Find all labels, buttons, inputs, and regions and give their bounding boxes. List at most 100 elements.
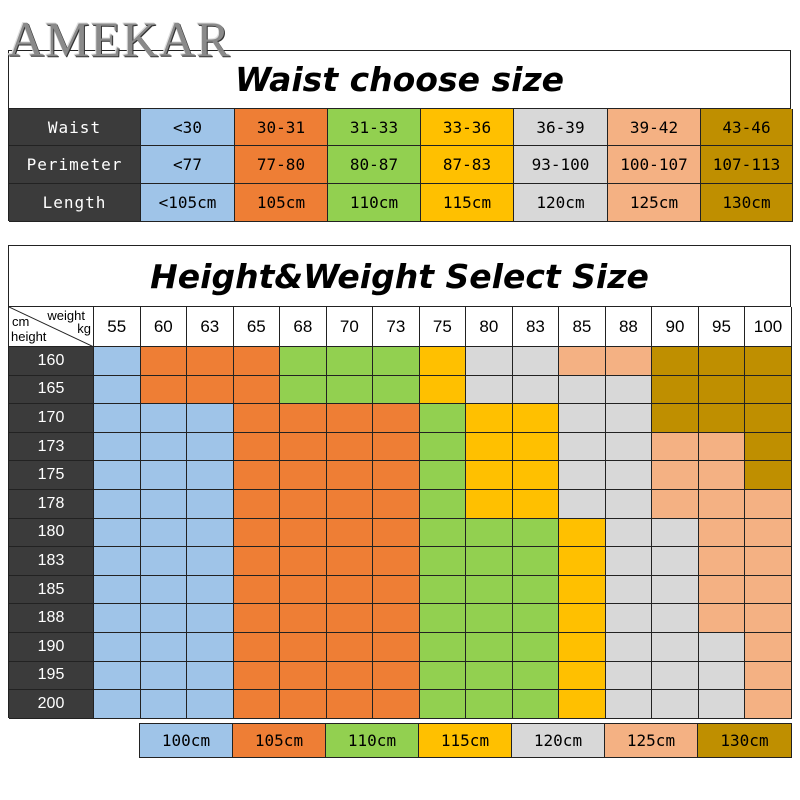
waist-table-cell: 36-39 (514, 109, 608, 146)
size-color-cell (698, 575, 746, 605)
size-color-cell (140, 547, 188, 576)
size-color-cell (233, 461, 281, 490)
size-color-cell (605, 461, 653, 490)
size-color-cell (326, 547, 374, 576)
size-color-cell (652, 432, 699, 462)
weight-header-cell: 65 (233, 307, 281, 347)
size-color-cell (140, 690, 188, 719)
corner-diagonal (9, 307, 93, 346)
size-color-cell (373, 489, 420, 519)
size-color-cell (373, 661, 420, 691)
size-color-cell (233, 575, 281, 605)
size-color-cell (280, 461, 327, 490)
size-color-cell (745, 375, 792, 405)
size-color-cell (419, 375, 467, 405)
size-color-cell (605, 404, 653, 433)
size-color-cell (233, 661, 281, 691)
size-color-cell (326, 347, 374, 376)
height-row-label: 165 (9, 375, 94, 405)
size-color-cell (233, 518, 281, 548)
weight-header-cell: 85 (559, 307, 606, 347)
size-color-cell (280, 518, 327, 548)
size-color-cell (698, 347, 746, 376)
size-color-cell (94, 404, 141, 433)
corner-header-cell: weight kg cm height (9, 307, 94, 347)
size-color-cell (187, 461, 234, 490)
weight-header-cell: 55 (94, 307, 141, 347)
size-color-cell (512, 432, 560, 462)
size-color-cell (419, 661, 467, 691)
waist-table-cell: 93-100 (514, 146, 608, 184)
size-color-cell (140, 375, 188, 405)
size-color-cell (419, 461, 467, 490)
size-color-cell (140, 518, 188, 548)
weight-header-cell: 88 (605, 307, 653, 347)
weight-header-cell: 73 (373, 307, 420, 347)
waist-table-cell: 100-107 (608, 146, 701, 184)
size-color-cell (512, 518, 560, 548)
size-color-cell (373, 547, 420, 576)
height-row-label: 195 (9, 661, 94, 691)
size-color-cell (280, 404, 327, 433)
size-color-cell (280, 690, 327, 719)
size-color-cell (559, 461, 606, 490)
size-color-cell (698, 404, 746, 433)
waist-table-cell: 125cm (608, 184, 701, 222)
size-color-cell (745, 632, 792, 662)
size-color-cell (187, 547, 234, 576)
waist-row-label: Length (9, 184, 141, 222)
size-color-cell (605, 347, 653, 376)
size-color-cell (559, 547, 606, 576)
size-color-cell (326, 632, 374, 662)
height-row-label: 173 (9, 432, 94, 462)
weight-header-cell: 63 (187, 307, 234, 347)
size-color-cell (745, 461, 792, 490)
waist-table-cell: 30-31 (235, 109, 328, 146)
size-color-cell (419, 690, 467, 719)
size-color-cell (94, 690, 141, 719)
length-legend: 100cm 105cm 110cm 115cm 120cm 125cm 130cm (139, 723, 792, 758)
size-color-cell (745, 547, 792, 576)
size-color-cell (698, 432, 746, 462)
size-color-cell (698, 375, 746, 405)
size-color-cell (698, 661, 746, 691)
size-color-cell (745, 661, 792, 691)
size-color-cell (512, 632, 560, 662)
legend-item: 110cm (326, 724, 419, 757)
waist-table-cell: 43-46 (701, 109, 793, 146)
waist-table-cell: 105cm (235, 184, 328, 222)
weight-header-cell: 75 (419, 307, 467, 347)
weight-header-cell: 68 (280, 307, 327, 347)
size-color-cell (698, 518, 746, 548)
height-row-label: 185 (9, 575, 94, 605)
weight-header-cell: 60 (140, 307, 188, 347)
size-color-cell (745, 518, 792, 548)
height-row-label: 175 (9, 461, 94, 490)
size-color-cell (512, 604, 560, 633)
height-row-label: 200 (9, 690, 94, 719)
size-color-cell (233, 404, 281, 433)
size-color-cell (652, 404, 699, 433)
height-row-label: 180 (9, 518, 94, 548)
size-color-cell (187, 632, 234, 662)
legend-item: 100cm (140, 724, 233, 757)
size-color-cell (326, 489, 374, 519)
size-color-cell (605, 518, 653, 548)
size-color-cell (466, 547, 513, 576)
size-color-cell (187, 375, 234, 405)
legend-item: 125cm (605, 724, 698, 757)
size-color-cell (233, 489, 281, 519)
size-color-cell (326, 604, 374, 633)
size-color-cell (466, 375, 513, 405)
size-color-cell (187, 347, 234, 376)
size-color-cell (466, 489, 513, 519)
size-color-cell (698, 461, 746, 490)
size-color-cell (280, 604, 327, 633)
size-color-cell (512, 461, 560, 490)
size-color-cell (280, 432, 327, 462)
size-color-cell (187, 404, 234, 433)
legend-item: 105cm (233, 724, 326, 757)
size-color-cell (140, 432, 188, 462)
waist-table-title: Waist choose size (234, 60, 565, 99)
size-color-cell (559, 690, 606, 719)
